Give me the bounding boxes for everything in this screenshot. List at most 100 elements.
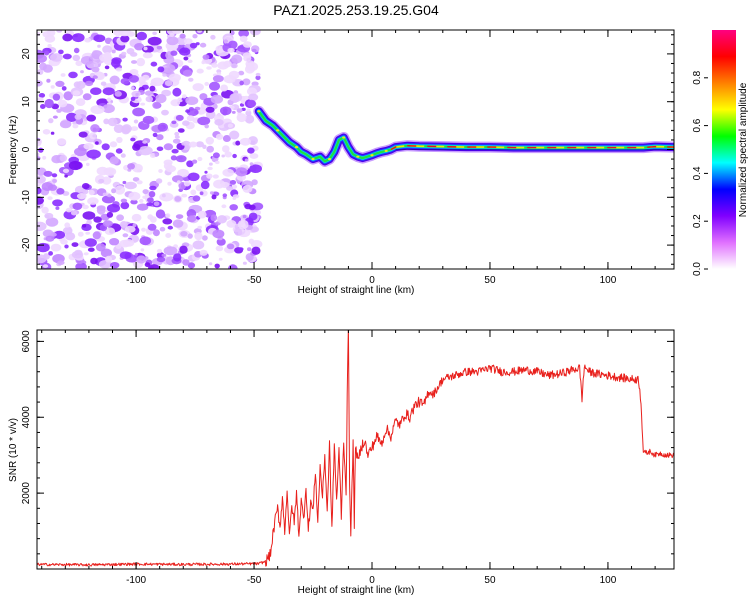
noise-blob [90, 105, 105, 115]
noise-blob [206, 173, 213, 179]
noise-blob [208, 262, 213, 266]
snr-panel: -100 -50 0 50 100 2000 4000 6000 Height of stra… [8, 329, 675, 596]
noise-blob [202, 54, 210, 60]
noise-blob [176, 36, 188, 46]
noise-blob [141, 74, 150, 81]
noise-blob [82, 183, 90, 190]
noise-blob [185, 96, 199, 105]
noise-blob [136, 180, 143, 185]
noise-blob [224, 151, 232, 158]
noise-blob [93, 216, 102, 223]
noise-blob [71, 242, 79, 248]
noise-blob [228, 70, 240, 80]
noise-blob [48, 118, 54, 124]
noise-blob [133, 119, 139, 124]
noise-blob [199, 249, 208, 256]
noise-blob [104, 65, 110, 70]
noise-blob [37, 32, 41, 37]
noise-blob [64, 222, 71, 228]
noise-blob [52, 93, 61, 101]
snr-x-tick-label: -100 [126, 575, 146, 586]
noise-blob [128, 191, 141, 201]
noise-blob [235, 140, 241, 146]
noise-blob [229, 92, 243, 103]
colorbar-tick-label: 0.8 [692, 70, 703, 84]
noise-blob [119, 239, 131, 248]
noise-blob [197, 116, 211, 126]
noise-blob [218, 257, 223, 261]
noise-blob [247, 147, 255, 154]
ridge-red-core [390, 144, 674, 151]
noise-blob [52, 178, 57, 183]
noise-blob [42, 229, 54, 238]
noise-blob [239, 137, 251, 146]
noise-blob [139, 198, 144, 203]
noise-blob [135, 92, 139, 96]
noise-blob [212, 152, 220, 159]
ridge-hotspot [257, 110, 261, 113]
ridge-hotspot [342, 136, 346, 139]
noise-blob [216, 72, 222, 75]
noise-blob [164, 80, 173, 87]
noise-blob [50, 53, 63, 62]
noise-blob [87, 247, 95, 252]
noise-blob [90, 87, 102, 95]
noise-blob [229, 204, 238, 211]
noise-blob [174, 196, 182, 202]
noise-blob [42, 31, 51, 38]
noise-blob [163, 143, 174, 151]
noise-blob [44, 50, 50, 56]
noise-blob [156, 134, 164, 141]
noise-blob [149, 185, 157, 191]
noise-blob [102, 220, 113, 228]
noise-blob [244, 114, 255, 124]
noise-blob [159, 192, 174, 202]
noise-blob [139, 236, 152, 246]
noise-blob [206, 145, 214, 153]
noise-blob [136, 255, 147, 264]
noise-blob [186, 115, 195, 122]
snr-y-tick-label: 2000 [21, 482, 32, 505]
noise-blob [111, 188, 117, 194]
noise-blob [37, 221, 47, 231]
noise-blob [37, 80, 43, 87]
colorbar: 0.0 0.2 0.4 0.6 0.8 Normalized spectral ampl… [692, 30, 749, 276]
noise-blob [65, 207, 73, 213]
noise-blob [182, 69, 193, 77]
noise-blob [163, 246, 178, 256]
noise-blob [192, 83, 204, 92]
noise-blob [149, 153, 156, 158]
noise-blob [140, 248, 145, 252]
noise-blob [142, 140, 148, 144]
noise-blob [131, 60, 137, 64]
colorbar-label: Normalized spectral amplitude [738, 82, 749, 217]
ridge-hotspot [276, 129, 280, 132]
noise-blob [115, 148, 123, 154]
noise-blob [81, 224, 87, 228]
noise-blob [145, 96, 153, 103]
noise-blob [236, 108, 243, 113]
noise-blob [91, 66, 100, 73]
noise-blob [244, 158, 249, 162]
noise-blob [242, 184, 253, 193]
noise-blob [209, 81, 220, 91]
snr-y-tick-label: 6000 [21, 330, 32, 353]
ridge-hotspot [370, 154, 374, 157]
noise-blob [163, 159, 173, 166]
noise-blob [131, 213, 142, 222]
noise-blob [227, 47, 235, 53]
noise-blob [37, 54, 47, 63]
noise-blob [207, 166, 213, 171]
spectrogram-y-tick-label: -10 [21, 190, 32, 205]
noise-blob [130, 86, 135, 90]
noise-blob [136, 31, 147, 41]
noise-blob [124, 225, 136, 233]
noise-blob [229, 180, 237, 185]
noise-blob [92, 231, 101, 240]
noise-blob [222, 145, 230, 153]
noise-blob [120, 35, 130, 43]
noise-blob [183, 180, 191, 187]
noise-blob [183, 38, 193, 45]
noise-blob [231, 54, 243, 64]
noise-blob [57, 99, 68, 108]
